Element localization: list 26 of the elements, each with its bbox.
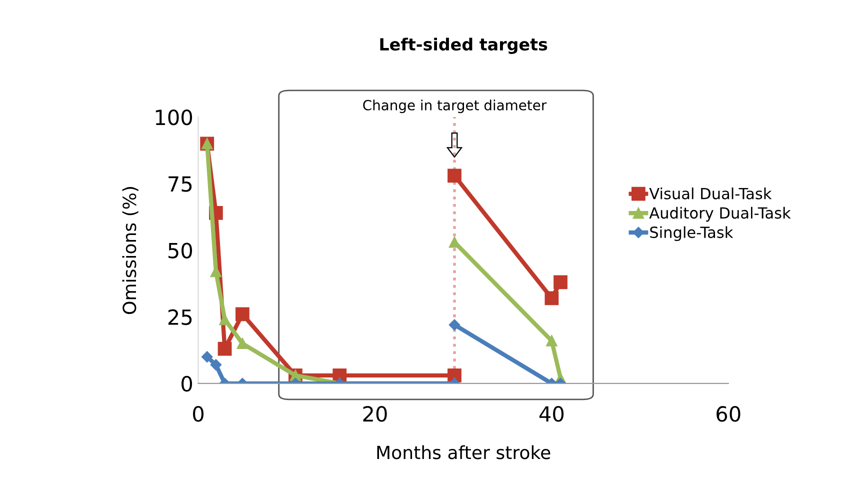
x-tick-label: 40 bbox=[539, 406, 564, 422]
ref-line-label: Change in target diameter bbox=[363, 100, 547, 114]
point bbox=[544, 291, 559, 306]
point bbox=[218, 342, 232, 356]
x-axis-title: Months after stroke bbox=[377, 445, 550, 460]
y-tick-label: 75 bbox=[168, 176, 192, 192]
legend-label: Visual Dual-Task bbox=[649, 188, 772, 200]
y-axis-title: Omissions (%) bbox=[122, 187, 138, 314]
point bbox=[554, 275, 568, 290]
point bbox=[236, 338, 248, 350]
point bbox=[448, 168, 462, 183]
point bbox=[448, 319, 460, 330]
legend-label: Auditory Dual-Task bbox=[649, 206, 791, 222]
y-tick-label: 50 bbox=[168, 242, 192, 258]
point bbox=[546, 335, 558, 346]
point bbox=[210, 359, 222, 370]
y-tick-label: 100 bbox=[156, 109, 192, 126]
y-tick-label: 25 bbox=[168, 309, 192, 326]
x-tick-label: 0 bbox=[193, 406, 204, 422]
y-tick-label: 0 bbox=[182, 376, 192, 392]
chart-title: Left-sided targets bbox=[380, 38, 548, 54]
point bbox=[201, 351, 213, 362]
x-tick-label: 60 bbox=[716, 406, 740, 422]
point bbox=[235, 307, 250, 322]
x-tick-label: 20 bbox=[363, 406, 387, 422]
legend-label: Single-Task bbox=[650, 226, 734, 242]
